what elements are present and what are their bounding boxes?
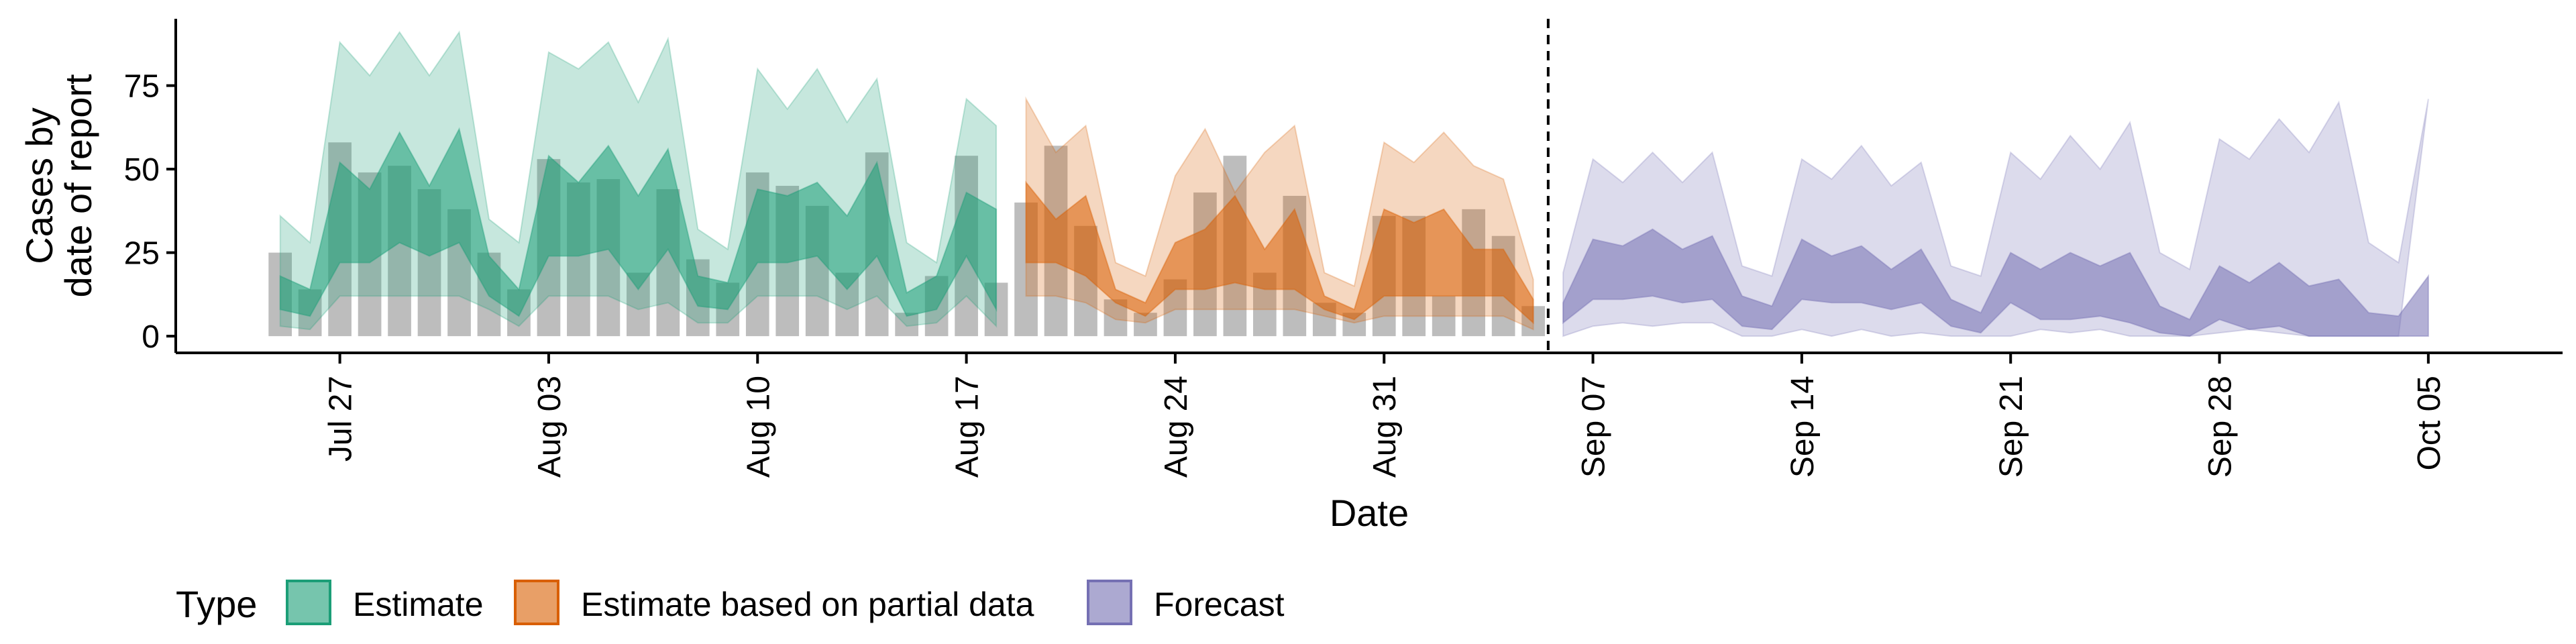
axes-layer: 0 25 50 75 Jul 27 Aug 03 Aug 10 Aug 17 Aug 24 Aug… [18,19,2563,534]
legend-label: Estimate [353,586,484,623]
y-tick-label: 75 [124,69,160,105]
y-tick-label: 0 [142,319,160,355]
observed-cases-bar [895,313,918,337]
legend-item-forecast: Forecast [1087,580,1285,625]
x-tick-label: Sep 07 [1576,376,1612,478]
x-tick-label: Aug 24 [1159,376,1194,478]
estimate-inner-ribbon [279,127,998,317]
x-tick-label: Sep 28 [2203,376,2239,478]
x-tick-label: Sep 14 [1785,376,1821,478]
y-axis-title-line: Cases by [18,107,60,264]
observed-cases-bar [1134,313,1157,337]
x-tick-label: Aug 31 [1367,376,1403,478]
legend-title: Type [176,583,257,625]
legend-layer: Type Estimate Estimate based on partial da… [176,580,1285,625]
legend-swatch [1087,580,1132,625]
x-tick-label: Oct 05 [2412,376,2447,470]
legend-swatch [514,580,559,625]
y-axis-title-line: date of report [57,74,99,298]
x-tick-label: Jul 27 [323,376,359,462]
legend-label: Forecast [1154,586,1285,623]
ribbons-layer [279,30,2429,337]
x-tick-label: Sep 21 [1994,376,2029,478]
x-tick-label: Aug 17 [950,376,985,478]
x-axis-title: Date [1330,492,1409,534]
legend-swatch [286,580,331,625]
x-tick-label: Aug 03 [532,376,568,478]
y-tick-label: 50 [124,152,160,188]
estimate-based-on-partial-data-inner-ribbon [1025,180,1534,325]
forecast-outer-ribbon [1562,99,2429,337]
legend-label: Estimate based on partial data [581,586,1034,623]
observed-cases-bar [1432,296,1456,337]
legend-item-estimate: Estimate [286,580,484,625]
legend-item-estimate-based-on-partial-data: Estimate based on partial data [514,580,1034,625]
y-tick-label: 25 [124,236,160,272]
x-tick-label: Aug 10 [741,376,776,478]
forecast-inner-ribbon [1562,228,2429,337]
